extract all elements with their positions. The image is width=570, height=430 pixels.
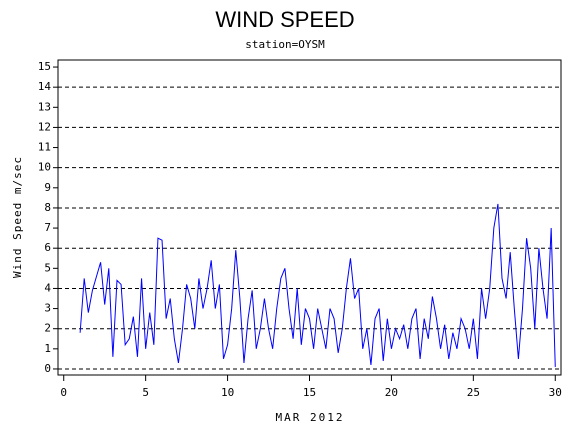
y-tick-label: 3 [44, 302, 51, 315]
chart-subtitle: station=OYSM [245, 38, 325, 51]
data-line [79, 203, 556, 367]
y-tick-label: 4 [44, 281, 51, 294]
y-tick-label: 2 [44, 322, 51, 335]
y-tick-label: 12 [38, 120, 51, 133]
y-tick-label: 6 [44, 241, 51, 254]
y-tick-label: 5 [44, 261, 51, 274]
x-tick-label: 30 [549, 386, 562, 399]
y-tick-label: 1 [44, 342, 51, 355]
chart-title: WIND SPEED [215, 7, 354, 32]
y-axis-label: Wind Speed m/sec [11, 156, 24, 278]
x-tick-label: 25 [467, 386, 480, 399]
y-tick-label: 13 [38, 100, 51, 113]
x-tick-label: 10 [221, 386, 234, 399]
x-tick-label: 15 [303, 386, 316, 399]
y-tick-label: 15 [38, 60, 51, 73]
x-tick-label: 20 [385, 386, 398, 399]
x-axis-label: MAR 2012 [276, 411, 345, 424]
y-tick-label: 0 [44, 362, 51, 375]
y-tick-label: 7 [44, 221, 51, 234]
y-tick-label: 10 [38, 161, 51, 174]
plot-frame [57, 59, 562, 376]
x-tick-label: 0 [60, 386, 67, 399]
y-tick-label: 11 [38, 141, 51, 154]
x-tick-label: 5 [142, 386, 149, 399]
y-tick-label: 14 [38, 80, 52, 93]
y-tick-label: 8 [44, 201, 51, 214]
y-tick-label: 9 [44, 181, 51, 194]
